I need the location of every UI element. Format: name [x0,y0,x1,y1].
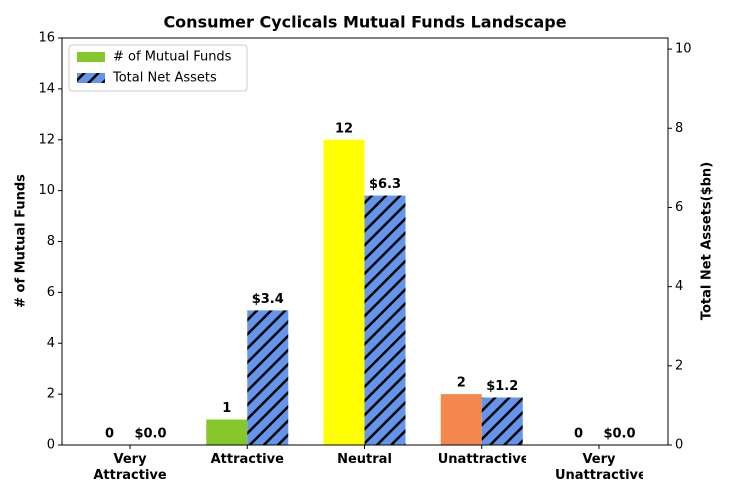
value-label: $1.2 [486,379,518,394]
value-label: 12 [335,121,353,136]
x-tick-label-box: Very Attractive [93,452,167,483]
y2-tick-label: 8 [675,121,683,136]
value-label: $3.4 [252,292,284,307]
legend-swatch [77,52,105,62]
x-tick-label: Neutral [337,452,392,467]
y2-axis-label: Total Net Assets($bn) [700,162,715,320]
y-tick-label: 0 [47,438,55,453]
value-label: 0 [105,427,114,442]
value-label: $6.3 [369,177,401,192]
legend-label: Total Net Assets [112,71,217,86]
y-tick-label: 8 [47,234,55,249]
x-tick-label-box: Very Unattractive [554,452,643,483]
legend-label: # of Mutual Funds [113,50,232,65]
y2-tick-label: 4 [675,279,683,294]
legend-box [68,44,248,92]
value-label: 1 [222,401,231,416]
y-tick-label: 4 [47,336,55,351]
x-tick-label: Attractive [210,452,284,467]
y-tick-label: 6 [47,285,55,300]
legend-swatch [77,73,105,83]
y-tick-label: 14 [38,81,55,96]
bar [247,310,289,445]
bar [206,419,248,445]
y-tick-label: 2 [47,387,55,402]
y-axis-label: # of Mutual Funds [14,174,29,308]
y2-tick-label: 6 [675,200,683,215]
y2-tick-label: 0 [675,438,683,453]
plot-frame [61,37,669,446]
x-tick-label-box: Neutral [337,452,392,467]
value-label: $0.0 [603,427,635,442]
y2-tick-label: 2 [675,358,683,373]
y-tick-label: 12 [38,132,55,147]
value-label: $0.0 [134,427,166,442]
y-tick-label: 10 [38,183,55,198]
x-tick-label-box: Unattractive [437,452,526,467]
x-tick-label-box: Attractive [210,452,284,467]
x-tick-label: Unattractive [437,452,526,467]
y-tick-label: 16 [38,31,55,46]
bar [364,195,406,445]
bar [323,139,365,445]
chart-title: Consumer Cyclicals Mutual Funds Landscap… [163,13,566,32]
x-tick-label: Very Unattractive [554,452,643,483]
y2-tick-label: 10 [675,42,692,57]
x-tick-label: Very Attractive [93,452,167,483]
bar [481,397,523,445]
value-label: 2 [457,376,466,391]
bar [440,394,482,445]
value-label: 0 [574,427,583,442]
